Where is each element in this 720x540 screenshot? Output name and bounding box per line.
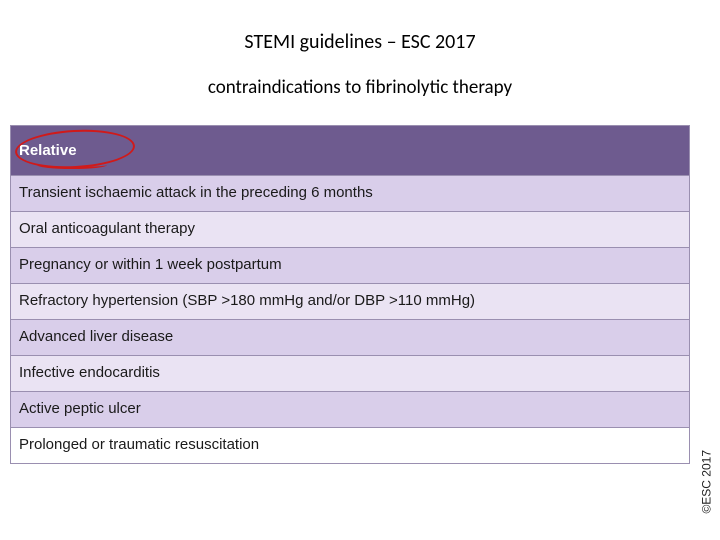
slide-subtitle: contraindications to fibrinolytic therap… <box>0 54 720 99</box>
slide-title: STEMI guidelines – ESC 2017 <box>0 0 720 54</box>
table-header: Relative <box>11 126 690 176</box>
table-row: Oral anticoagulant therapy <box>11 212 690 248</box>
table-row: Pregnancy or within 1 week postpartum <box>11 248 690 284</box>
table-row: Refractory hypertension (SBP >180 mmHg a… <box>11 284 690 320</box>
table-row: Advanced liver disease <box>11 320 690 356</box>
contraindications-table: RelativeTransient ischaemic attack in th… <box>10 125 690 464</box>
highlight-underline <box>37 161 107 169</box>
table-row: Prolonged or traumatic resuscitation <box>11 428 690 464</box>
copyright-label: ©ESC 2017 <box>700 450 714 514</box>
table-row: Transient ischaemic attack in the preced… <box>11 176 690 212</box>
table-row: Active peptic ulcer <box>11 392 690 428</box>
table-row: Infective endocarditis <box>11 356 690 392</box>
highlight-ellipse <box>14 127 136 171</box>
